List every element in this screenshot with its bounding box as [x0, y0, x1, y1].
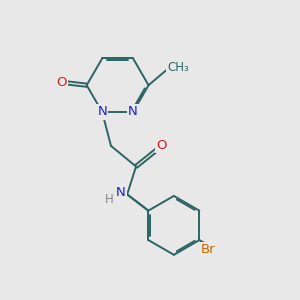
Text: H: H [104, 193, 113, 206]
Text: N: N [116, 187, 126, 200]
Text: O: O [156, 140, 166, 152]
Text: N: N [128, 106, 138, 118]
Text: CH₃: CH₃ [167, 61, 189, 74]
Text: Br: Br [201, 243, 216, 256]
Text: N: N [97, 106, 107, 118]
Text: O: O [56, 76, 67, 89]
